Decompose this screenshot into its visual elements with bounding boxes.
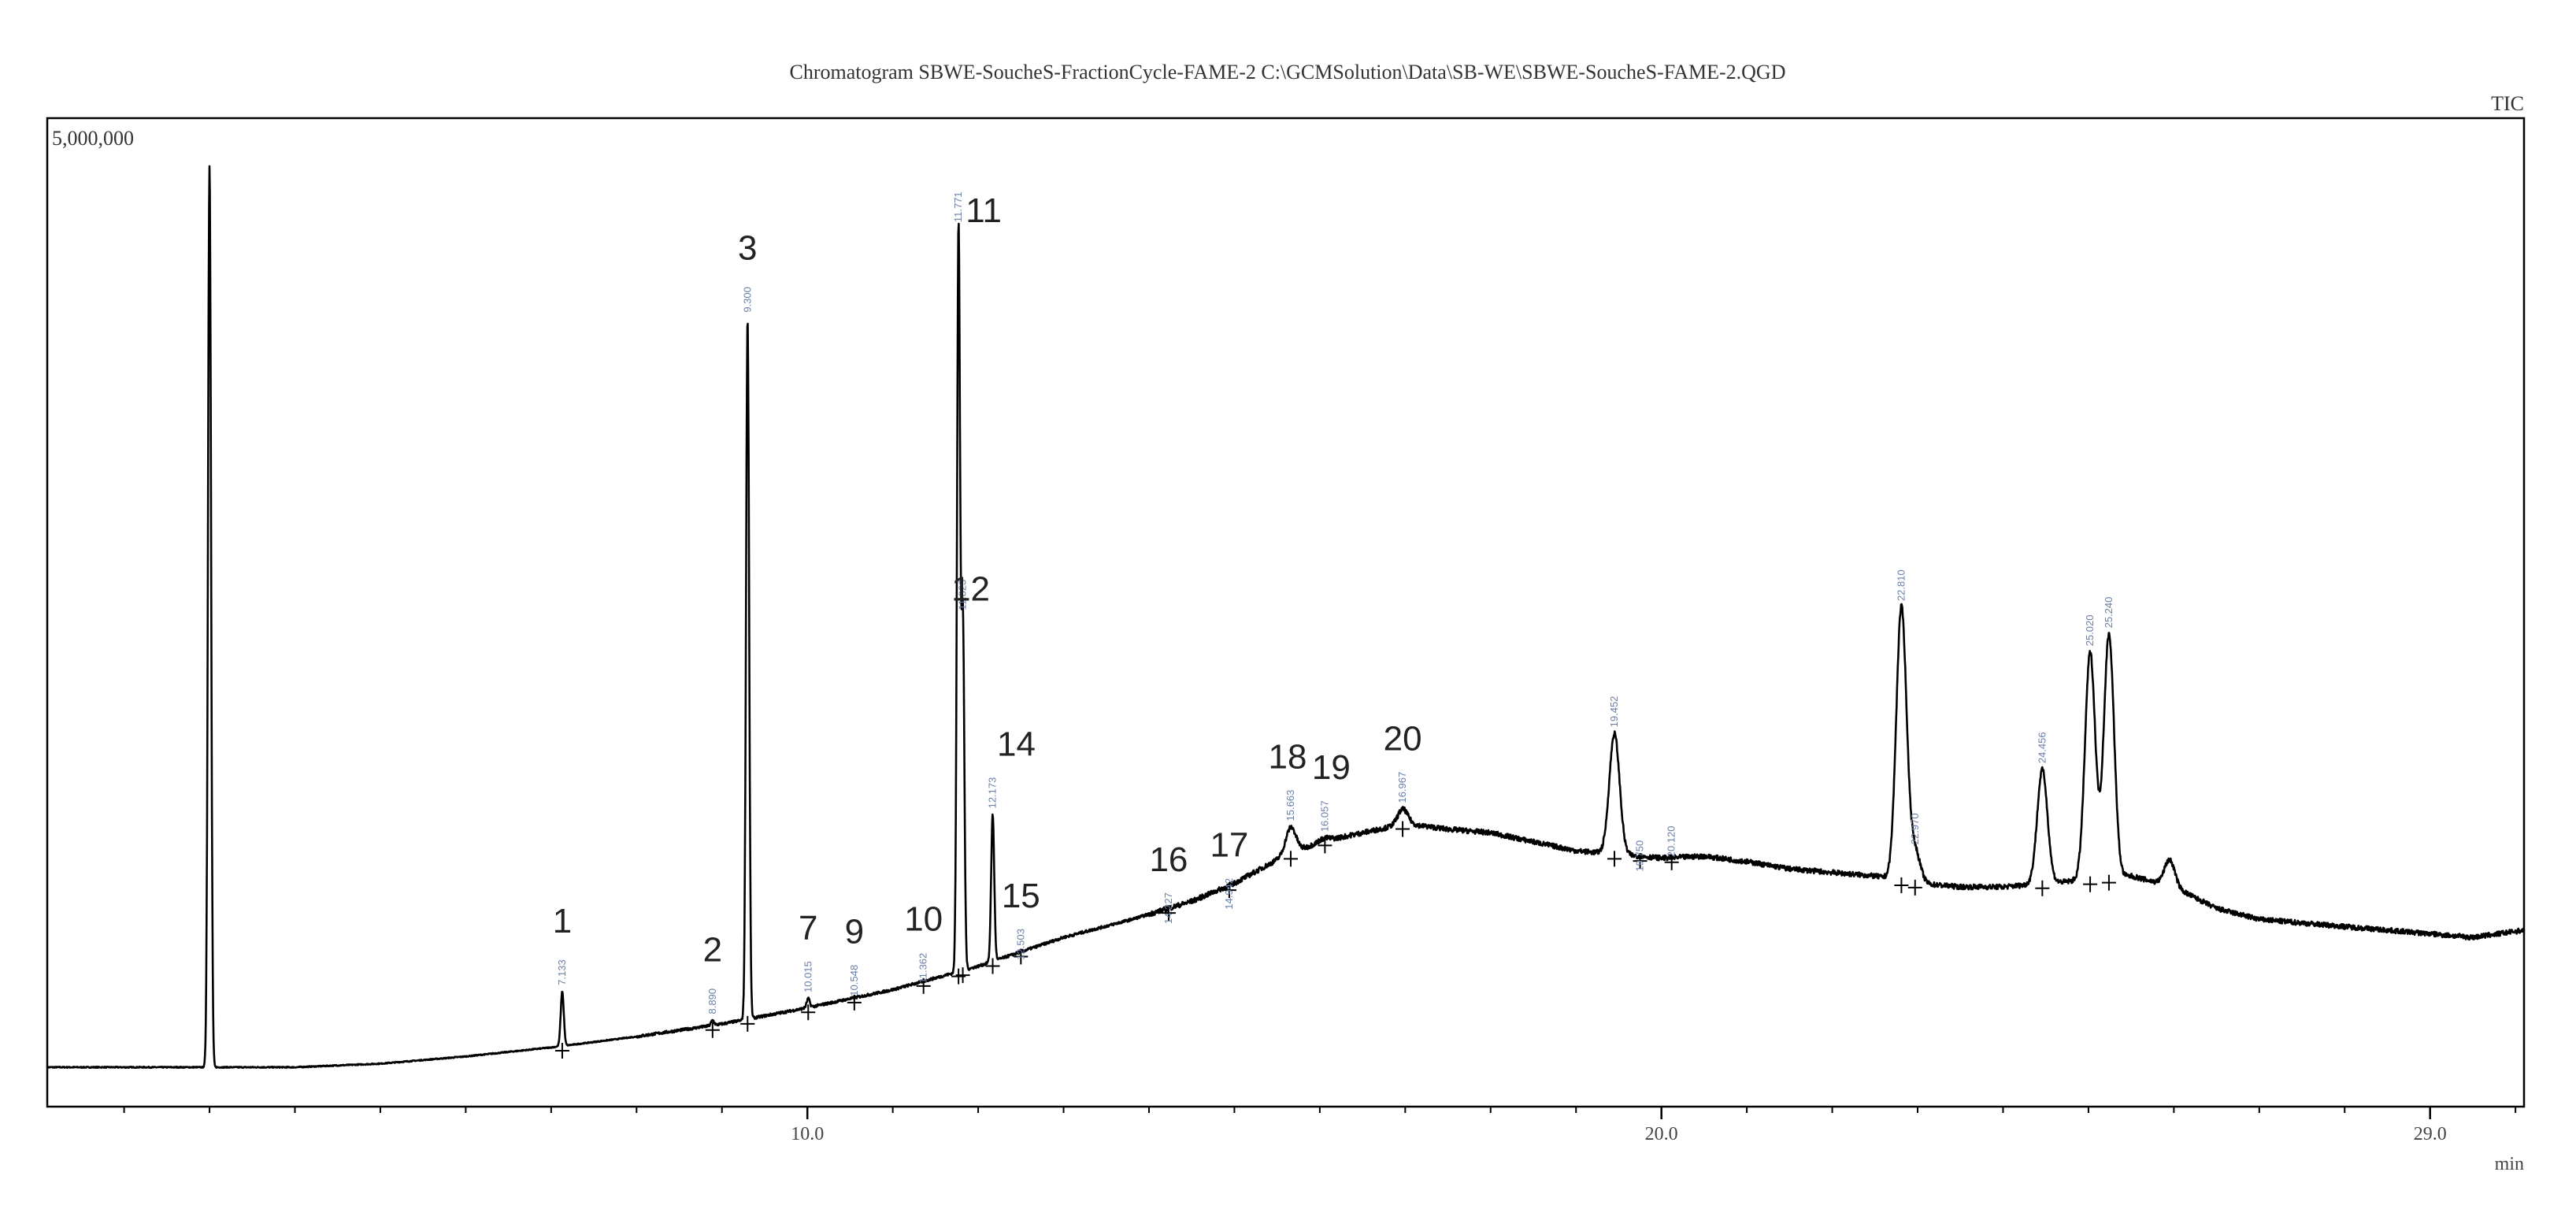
peak-rt-label: 12.173 xyxy=(987,777,999,809)
peak-number-label: 15 xyxy=(1002,877,1040,915)
chart-title: Chromatogram SBWE-SoucheS-FractionCycle-… xyxy=(790,61,1786,83)
peak-number-label: 16 xyxy=(1149,840,1188,879)
peak-number-label: 2 xyxy=(703,930,722,969)
peak-rt-label: 22.810 xyxy=(1895,569,1907,601)
peak-rt-label: 9.300 xyxy=(741,287,753,313)
peak-marks-layer xyxy=(554,821,2116,1059)
peak-rt-label: 11.362 xyxy=(917,953,929,984)
peak-rt-label: 11.771 xyxy=(952,191,964,222)
peak-rt-label: 7.133 xyxy=(556,959,568,985)
trace-layer xyxy=(46,165,2526,1069)
peak-rt-label: 22.970 xyxy=(1909,813,1921,844)
x-unit-label: min xyxy=(2495,1154,2524,1174)
peak-number-label: 18 xyxy=(1269,737,1307,776)
x-tick-label: 29.0 xyxy=(2414,1124,2447,1144)
peak-number-label: 7 xyxy=(799,909,817,948)
peak-number-label: 17 xyxy=(1210,826,1248,865)
peak-rt-label: 20.120 xyxy=(1666,825,1677,857)
peak-number-label: 10 xyxy=(904,900,943,939)
peak-rt-label: 12.503 xyxy=(1014,929,1026,960)
x-tick-label: 20.0 xyxy=(1645,1124,1678,1144)
peak-rt-label: 24.456 xyxy=(2036,732,2048,763)
peak-rt-label: 11.823 xyxy=(957,580,969,610)
peak-rt-label: 15.663 xyxy=(1284,790,1296,822)
peak-rt-label: 19.452 xyxy=(1608,696,1620,728)
peak-rt-label: 14.227 xyxy=(1162,892,1174,924)
peak-number-label: 14 xyxy=(997,725,1036,763)
peak-rt-label: 10.548 xyxy=(848,965,860,996)
peak-rt-label: 25.240 xyxy=(2103,597,2115,629)
tic-trace xyxy=(46,165,2526,1069)
peak-number-label: 11 xyxy=(966,191,1002,230)
peak-rt-label: 16.967 xyxy=(1396,772,1408,803)
peak-number-label: 9 xyxy=(845,913,864,951)
peak-rt-label: 10.015 xyxy=(802,961,814,992)
x-tick-label: 10.0 xyxy=(791,1124,824,1144)
peak-rt-label: 19.750 xyxy=(1634,840,1646,872)
peak-number-label: 12 xyxy=(951,570,990,609)
peak-number-label: 20 xyxy=(1384,720,1422,759)
peak-number-label: 1 xyxy=(553,902,572,940)
peak-rt-label: 25.020 xyxy=(2084,615,2096,647)
plot-frame xyxy=(46,117,2526,1108)
peak-labels-layer: 7.133 1 8.890 2 9.300 3 10.015 7 10.548 9 11.362 10… xyxy=(553,191,2115,1014)
peak-number-label: 3 xyxy=(738,229,757,268)
peak-rt-label: 14.942 xyxy=(1223,878,1235,910)
peak-number-label: 19 xyxy=(1312,748,1351,787)
peak-rt-label: 8.890 xyxy=(706,988,718,1014)
signal-label: TIC xyxy=(2491,92,2524,115)
y-max-label: 5,000,000 xyxy=(52,127,134,150)
peak-rt-label: 16.057 xyxy=(1318,800,1330,832)
x-axis: 10.0 20.0 29.0 xyxy=(123,1107,2517,1144)
